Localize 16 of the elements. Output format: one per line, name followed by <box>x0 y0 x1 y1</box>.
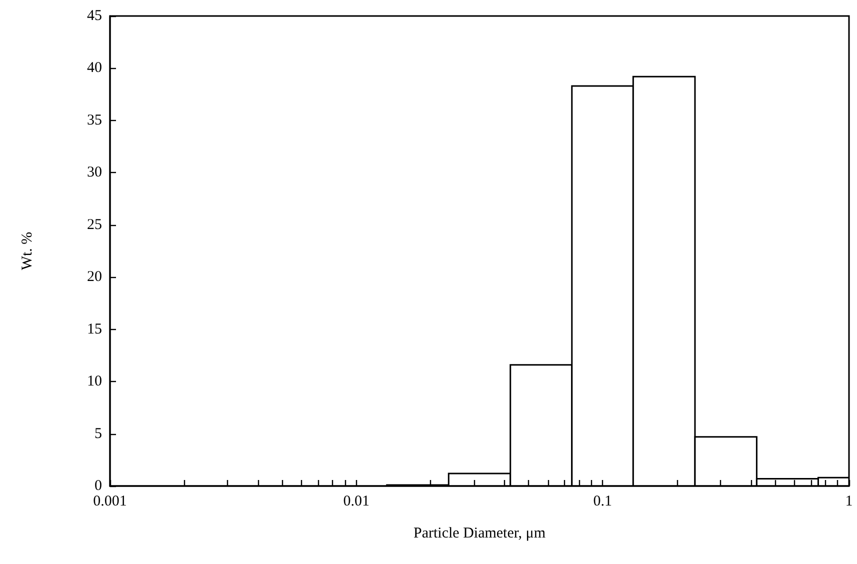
y-tick-label: 20 <box>87 269 102 286</box>
x-tick-label: 0.01 <box>343 494 370 510</box>
y-tick-label: 40 <box>87 60 102 76</box>
y-tick-label: 30 <box>87 164 102 181</box>
y-tick-label: 5 <box>94 426 102 442</box>
y-tick-label: 25 <box>87 216 102 233</box>
x-tick-label: 1 <box>845 494 853 510</box>
x-axis-title: Particle Diameter, μm <box>414 526 546 542</box>
x-tick-label: 0.001 <box>93 494 127 510</box>
y-tick-label: 0 <box>94 478 102 494</box>
y-tick-label: 45 <box>87 8 102 24</box>
y-axis-title: Wt. % <box>20 232 36 270</box>
y-tick-label: 10 <box>87 374 102 390</box>
x-tick-label: 0.1 <box>593 494 612 510</box>
y-tick-label: 35 <box>87 112 102 128</box>
y-tick-label: 15 <box>87 321 102 338</box>
